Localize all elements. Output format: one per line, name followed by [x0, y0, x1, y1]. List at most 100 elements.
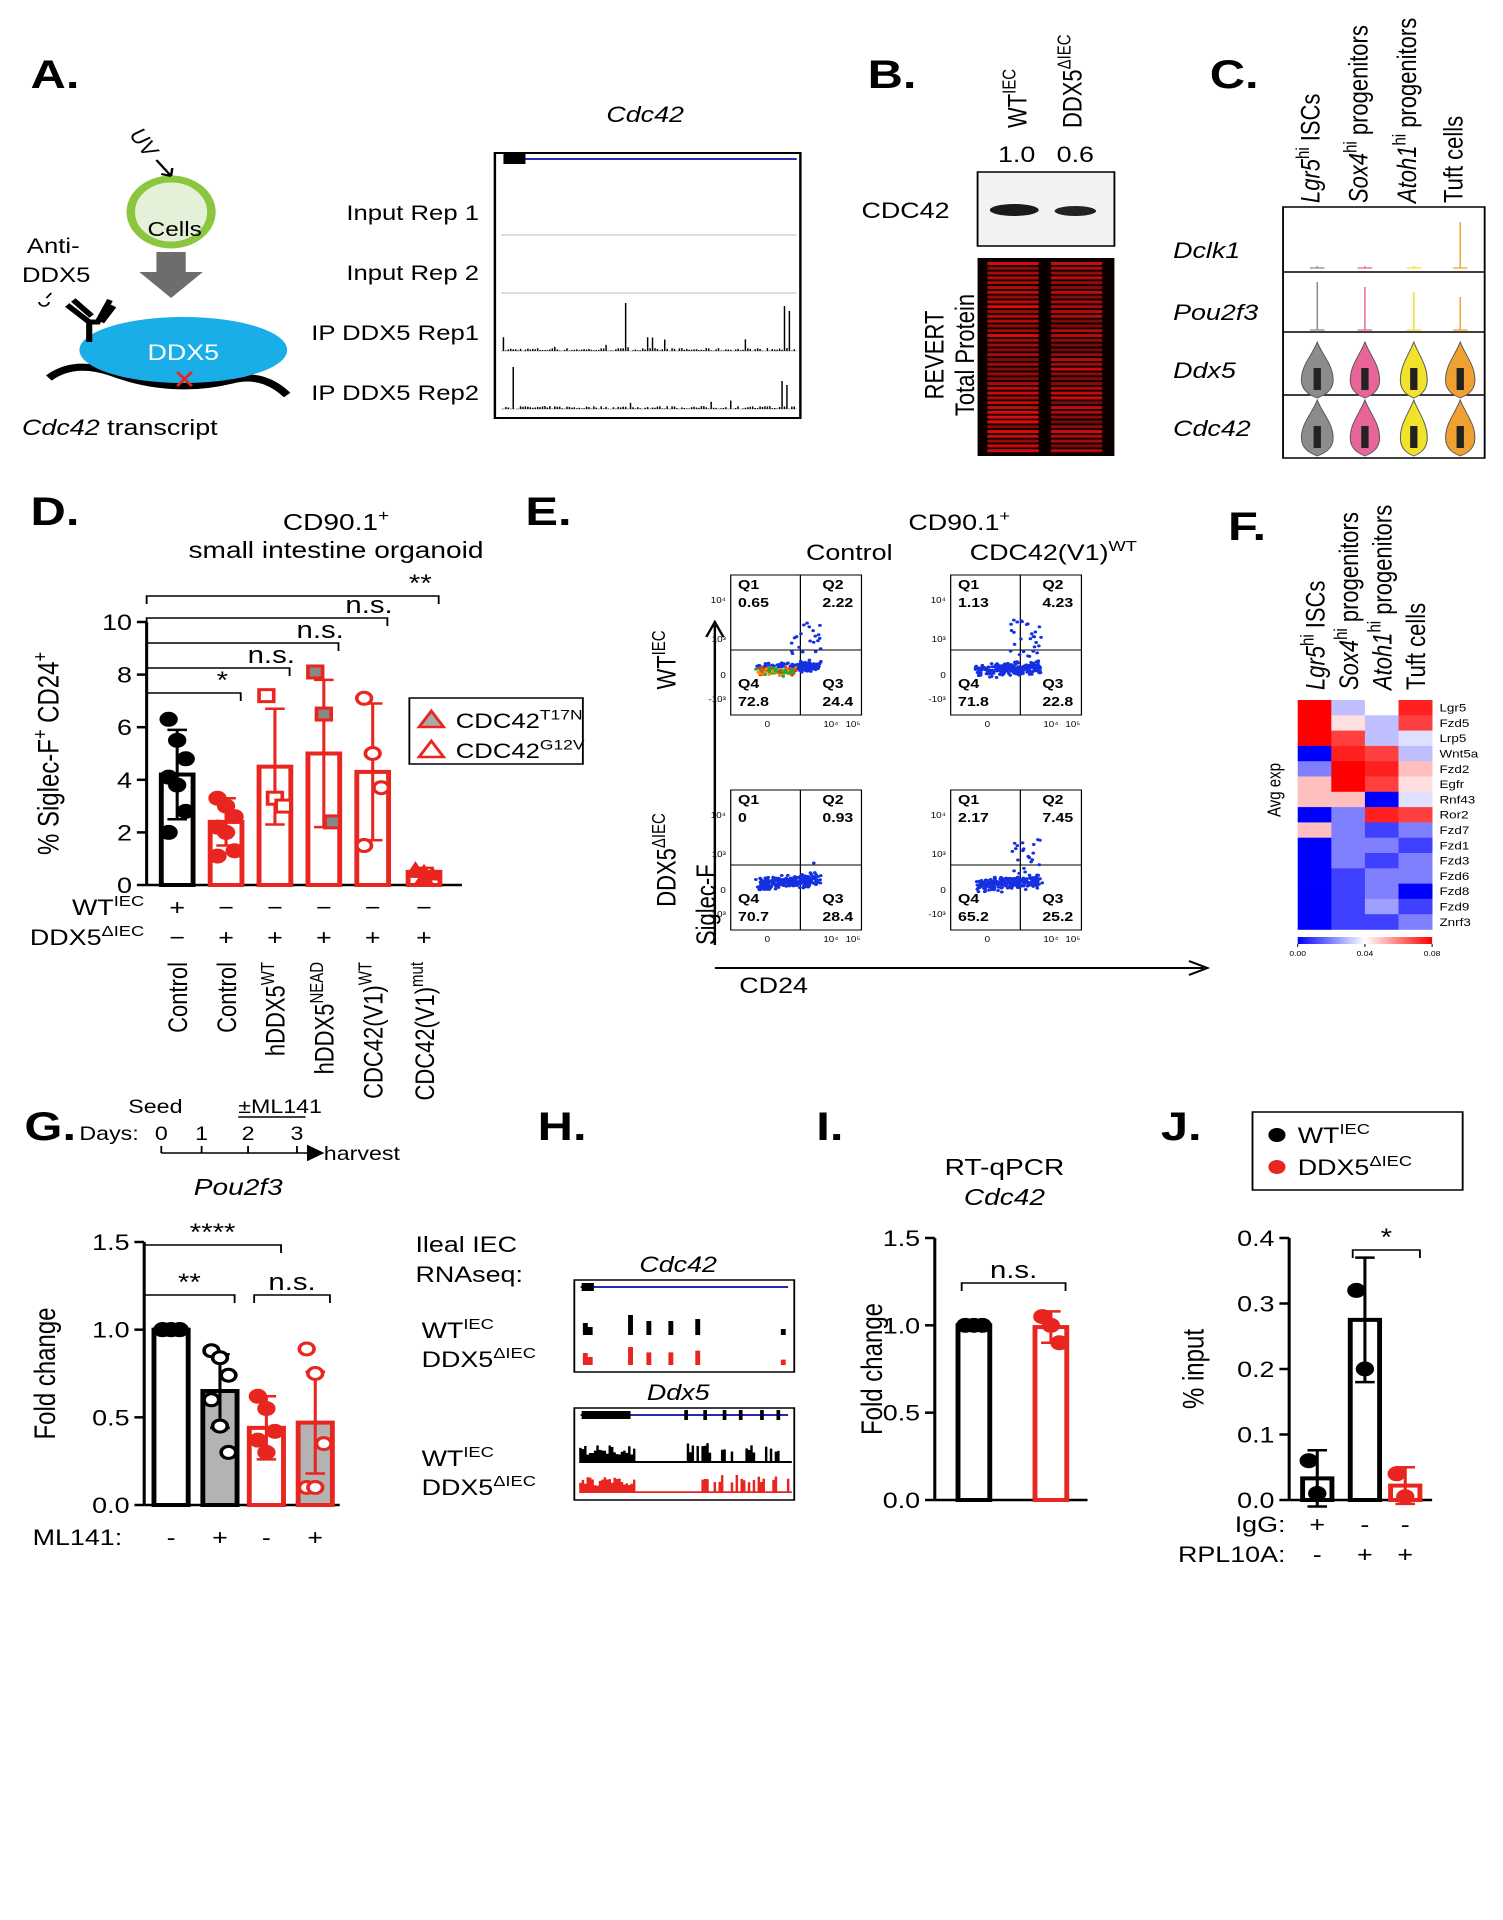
exon	[684, 1410, 688, 1420]
superscript: IEC	[649, 630, 670, 655]
row-label: Fzd1	[1439, 839, 1469, 852]
heat-cell	[1398, 883, 1433, 900]
stain-band	[987, 444, 1039, 448]
flow-event	[813, 650, 818, 654]
flow-event	[796, 666, 801, 670]
violin	[1406, 292, 1422, 331]
flow-event	[798, 878, 803, 882]
flow-event	[977, 671, 982, 675]
significance-label: n.s.	[268, 1269, 315, 1296]
ratio: 1.0	[998, 143, 1035, 167]
data-point	[354, 838, 374, 854]
stain-band	[987, 430, 1039, 433]
data-point	[372, 780, 391, 796]
flow-event	[979, 879, 983, 883]
stain-band	[1050, 310, 1103, 313]
text-part: hDDX5	[311, 1004, 341, 1075]
row-mark: +	[212, 1526, 228, 1550]
flow-event	[1029, 632, 1034, 636]
violin-box	[1313, 368, 1321, 390]
data-point	[414, 869, 434, 884]
flow-event	[994, 668, 999, 672]
column-label: Tuft cells	[1440, 116, 1470, 203]
superscript: +	[999, 508, 1010, 525]
flow-event	[1020, 620, 1024, 624]
y-axis-label: Fold change	[856, 1303, 889, 1435]
error-bar	[1355, 1256, 1375, 1384]
y-tick-label: 8	[117, 664, 132, 688]
stain-label: REVERT	[920, 311, 950, 400]
heat-cell	[1398, 898, 1433, 915]
heat-cell	[1364, 853, 1399, 869]
flow-event	[990, 668, 994, 672]
timeline-label: ±ML141	[238, 1097, 322, 1118]
data-point	[297, 1341, 316, 1357]
text-part: Atoh1	[1369, 633, 1399, 692]
stain-band	[1050, 276, 1103, 280]
flow-tick: 10⁴	[823, 720, 838, 729]
flow-event	[1017, 879, 1022, 883]
superscript: +	[29, 730, 51, 740]
data-point	[274, 798, 293, 814]
data-point	[1050, 1335, 1069, 1351]
flow-event	[982, 886, 986, 890]
blot-label: CDC42	[861, 199, 949, 223]
day: 0	[155, 1124, 168, 1145]
superscript: NEAD	[306, 962, 327, 1004]
flow-event	[772, 878, 777, 882]
heat-cell	[1364, 914, 1399, 930]
flow-event	[981, 666, 986, 670]
heat-cell	[1364, 807, 1399, 823]
flow-event	[797, 875, 802, 879]
rnaseq-label: RNAseq:	[415, 1263, 523, 1287]
data-point	[219, 1444, 238, 1460]
flow-tick: 10⁴	[711, 596, 726, 605]
significance-label: **	[178, 1269, 201, 1296]
flow-event	[1031, 649, 1036, 653]
flow-tick: -10³	[928, 695, 945, 704]
superscript: ΔIEC	[1054, 34, 1075, 69]
stain-band	[987, 319, 1039, 323]
flow-event	[975, 883, 980, 887]
flow-event	[1000, 890, 1004, 894]
stain-band	[987, 425, 1039, 429]
row-mark: +	[1357, 1543, 1373, 1567]
superscript: hi	[1331, 628, 1352, 640]
chart-title: small intestine organoid	[189, 538, 484, 563]
heat-cell	[1398, 837, 1433, 854]
stain-band	[987, 420, 1039, 424]
timeline-label: Days:	[79, 1124, 138, 1145]
quadrant-name: Q2	[1042, 793, 1063, 807]
stain-band	[987, 434, 1039, 438]
flow-event	[815, 664, 819, 668]
text-part: Control	[164, 962, 194, 1033]
data-point	[354, 690, 374, 706]
flow-event	[1035, 878, 1040, 882]
heat-cell	[1331, 853, 1366, 869]
stain-band	[987, 271, 1039, 275]
heat-cell	[1364, 898, 1399, 915]
row-label: Fzd9	[1439, 901, 1469, 914]
y-tick-label: 0.5	[883, 1402, 920, 1426]
flow-tick: 0	[720, 886, 725, 895]
heat-cell	[1364, 761, 1399, 777]
flow-event	[1020, 841, 1025, 845]
flow-event	[771, 875, 775, 879]
row-mark: -	[1360, 1513, 1369, 1537]
stain-band	[987, 266, 1039, 270]
data-point	[159, 824, 178, 840]
significance-bracket	[253, 1294, 331, 1303]
flow-event	[807, 658, 812, 662]
stain-band	[1050, 406, 1103, 409]
data-point	[176, 751, 195, 767]
stain-band	[1050, 358, 1103, 361]
text-part: WT	[1003, 94, 1033, 128]
superscript: IEC	[999, 69, 1020, 94]
heat-cell	[1297, 898, 1332, 915]
legend-symbol	[1268, 1160, 1286, 1174]
flow-event	[785, 878, 789, 882]
flow-title: CD90.1+	[908, 508, 1010, 536]
data-point	[306, 1366, 325, 1381]
data-point	[1347, 1282, 1366, 1298]
flow-event	[994, 676, 999, 680]
